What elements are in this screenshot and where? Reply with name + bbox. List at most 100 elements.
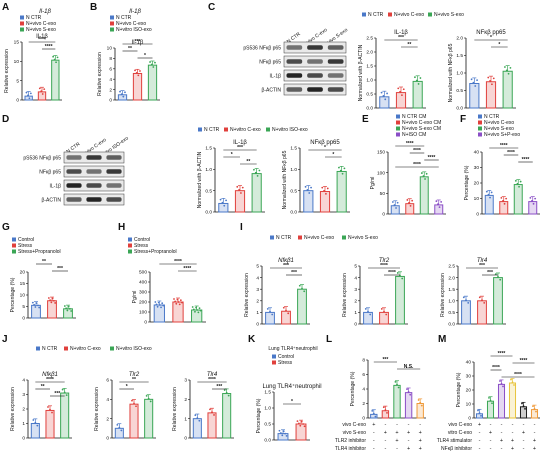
legend-label: N+vitro C-exo xyxy=(230,127,261,133)
condition-mark: - xyxy=(523,438,525,444)
data-point xyxy=(178,303,181,306)
sig-label: *** xyxy=(487,270,493,276)
y-tick-label: 4 xyxy=(256,275,259,281)
bar xyxy=(117,94,128,101)
data-point xyxy=(34,421,37,424)
data-point xyxy=(491,402,493,405)
legend-swatch xyxy=(396,126,400,131)
legend-swatch xyxy=(110,346,114,351)
data-point xyxy=(156,305,159,308)
y-tick-label: 1.0 xyxy=(456,71,463,77)
blot-band xyxy=(327,73,344,78)
data-point xyxy=(145,394,148,397)
panel-title: Il-1β xyxy=(39,9,51,15)
data-point xyxy=(63,391,66,394)
blot-band xyxy=(106,155,122,160)
data-point xyxy=(302,423,305,425)
data-point xyxy=(135,405,137,408)
data-point xyxy=(134,69,136,72)
y-tick-label: 0 xyxy=(382,212,385,218)
bar xyxy=(147,64,158,101)
bar xyxy=(37,91,47,101)
bar xyxy=(265,311,275,325)
blot-row-label: β-ACTIN xyxy=(41,198,61,204)
condition-mark: - xyxy=(384,438,386,444)
data-point xyxy=(50,301,53,304)
data-point xyxy=(175,302,178,305)
data-point xyxy=(304,185,307,188)
data-point xyxy=(49,408,51,411)
data-point xyxy=(531,199,533,202)
data-point xyxy=(195,306,197,309)
legend-swatch xyxy=(110,15,114,20)
legend-label: N CTR xyxy=(26,15,42,21)
data-point xyxy=(300,420,303,423)
data-point xyxy=(282,430,285,433)
data-point xyxy=(40,90,43,93)
data-point xyxy=(394,380,397,383)
data-point xyxy=(510,378,512,381)
condition-mark: + xyxy=(522,430,525,436)
bar xyxy=(297,288,307,325)
data-point xyxy=(149,61,151,63)
legend-label: Control xyxy=(134,237,150,243)
data-point xyxy=(511,381,514,384)
data-point xyxy=(25,91,28,94)
y-tick-label: 30 xyxy=(466,374,472,380)
data-point xyxy=(155,303,158,306)
sig-label: * xyxy=(490,35,492,41)
data-point xyxy=(384,98,387,101)
panel-title: Lung TLR4⁺neutrophil xyxy=(262,383,321,390)
data-point xyxy=(41,93,44,95)
data-point xyxy=(219,198,222,201)
data-point xyxy=(47,406,49,408)
bar xyxy=(379,96,390,109)
data-point xyxy=(503,202,506,205)
data-point xyxy=(325,192,327,195)
condition-mark: + xyxy=(395,430,398,436)
sig-label: *** xyxy=(237,145,243,151)
y-tick-label: 2.0 xyxy=(448,275,455,281)
legend-label: Stress xyxy=(18,243,33,249)
data-point xyxy=(372,412,375,415)
data-point xyxy=(177,301,180,303)
sig-label: * xyxy=(144,53,146,59)
blot-band xyxy=(286,87,303,92)
data-point xyxy=(514,179,517,182)
data-point xyxy=(481,299,483,302)
bar xyxy=(363,311,373,325)
data-point xyxy=(209,408,211,411)
legend-label: Stress+Propranolol xyxy=(18,249,61,255)
data-point xyxy=(133,402,135,405)
y-tick-label: 8 xyxy=(362,358,365,364)
data-point xyxy=(367,310,369,313)
y-tick-label: 0.5 xyxy=(264,422,271,428)
data-point xyxy=(504,66,506,68)
y-axis-label: Relative expression xyxy=(342,273,348,317)
condition-mark: - xyxy=(419,422,421,428)
sig-label: ** xyxy=(407,42,411,48)
data-point xyxy=(266,308,269,310)
data-point xyxy=(70,310,73,312)
bar xyxy=(497,383,506,419)
data-point xyxy=(51,297,54,300)
condition-mark: - xyxy=(490,446,492,452)
legend-label: N+vitro ISO-exo xyxy=(272,127,308,133)
y-tick-label: 0.0 xyxy=(264,438,271,444)
data-point xyxy=(147,397,150,400)
data-point xyxy=(34,306,37,308)
data-point xyxy=(65,394,68,397)
legend-label: Stress xyxy=(134,243,149,249)
bar xyxy=(132,72,143,101)
y-axis-label: Relative expression xyxy=(10,387,16,431)
data-point xyxy=(256,175,259,177)
y-tick-label: 20 xyxy=(474,181,480,187)
data-point xyxy=(238,188,240,191)
sig-label: **** xyxy=(388,270,396,276)
y-tick-label: 0 xyxy=(362,416,365,422)
y-tick-label: 1 xyxy=(354,310,357,316)
data-point xyxy=(369,313,372,316)
legend-swatch xyxy=(12,249,16,254)
y-tick-label: 4 xyxy=(106,397,109,403)
condition-mark: - xyxy=(534,430,536,436)
